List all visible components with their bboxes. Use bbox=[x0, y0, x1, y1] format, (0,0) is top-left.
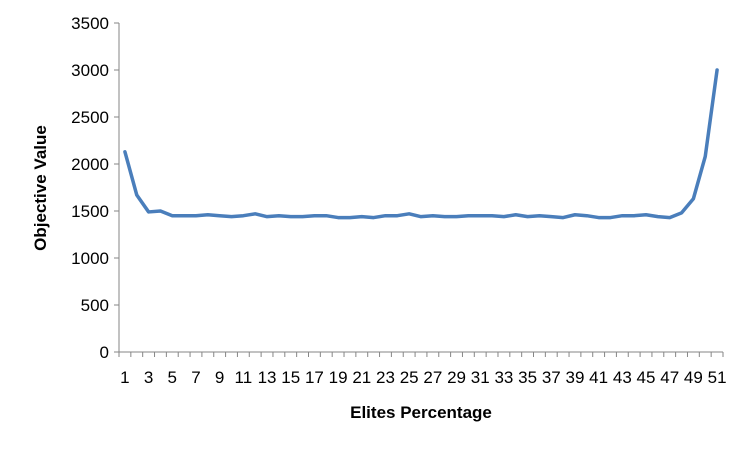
x-tick-label: 27 bbox=[423, 368, 442, 387]
y-tick-label: 3000 bbox=[71, 61, 109, 80]
y-tick-label: 2000 bbox=[71, 155, 109, 174]
series-layer bbox=[123, 68, 719, 220]
x-tick-label: 17 bbox=[305, 368, 324, 387]
y-tick-label: 3500 bbox=[71, 14, 109, 33]
x-tick-label: 1 bbox=[120, 368, 129, 387]
y-tick-label: 1000 bbox=[71, 249, 109, 268]
x-tick-label: 37 bbox=[542, 368, 561, 387]
x-tick-label: 29 bbox=[447, 368, 466, 387]
x-tick-label: 47 bbox=[660, 368, 679, 387]
x-tick-label: 11 bbox=[235, 368, 253, 387]
y-tick-label: 500 bbox=[81, 296, 109, 315]
x-axis-title: Elites Percentage bbox=[350, 403, 492, 422]
x-tick-label: 41 bbox=[589, 368, 608, 387]
x-tick-label: 15 bbox=[281, 368, 300, 387]
y-axis-title: Objective Value bbox=[31, 125, 50, 251]
x-tick-label: 5 bbox=[168, 368, 177, 387]
x-tick-label: 35 bbox=[518, 368, 537, 387]
x-tick-label: 7 bbox=[191, 368, 200, 387]
y-tick-label: 1500 bbox=[71, 202, 109, 221]
x-axis: 1 3 5 7 9 11 13 15 17 19 21 23 25 27 29 31 33 35 37 39 41 43 4… bbox=[118, 351, 727, 387]
y-axis: 0 500 1000 1500 2000 2500 3000 3500 bbox=[71, 14, 120, 362]
x-tick-label: 3 bbox=[144, 368, 153, 387]
x-tick-label: 33 bbox=[494, 368, 513, 387]
x-tick-label: 9 bbox=[215, 368, 224, 387]
x-tick-label: 39 bbox=[565, 368, 584, 387]
x-tick-label: 45 bbox=[637, 368, 656, 387]
y-tick-label: 2500 bbox=[71, 108, 109, 127]
series-line bbox=[123, 68, 719, 220]
x-tick-label: 43 bbox=[613, 368, 632, 387]
x-tick-label: 13 bbox=[258, 368, 277, 387]
x-tick-label: 25 bbox=[400, 368, 419, 387]
x-tick-label: 19 bbox=[329, 368, 348, 387]
x-tick-label: 49 bbox=[684, 368, 703, 387]
x-tick-label: 51 bbox=[708, 368, 727, 387]
x-tick-label: 31 bbox=[471, 368, 490, 387]
y-tick-label: 0 bbox=[100, 343, 109, 362]
x-tick-label: 21 bbox=[352, 368, 371, 387]
x-tick-label: 23 bbox=[376, 368, 395, 387]
